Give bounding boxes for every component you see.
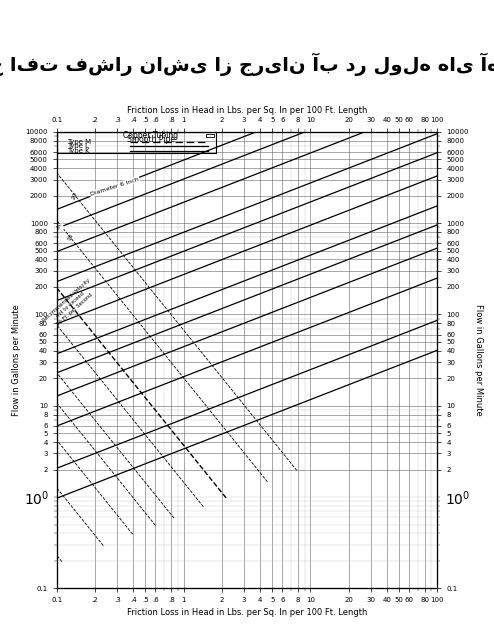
Y-axis label: Flow in Gallons per Minute: Flow in Gallons per Minute <box>12 304 21 416</box>
Text: Type L: Type L <box>67 143 89 149</box>
Text: نرخ افت فشار ناشی از جریان آب در لوله های آهنی: نرخ افت فشار ناشی از جریان آب در لوله ها… <box>0 53 494 76</box>
Text: Type K: Type K <box>67 148 89 154</box>
Text: Copper Tubing: Copper Tubing <box>123 131 178 140</box>
Text: 15: 15 <box>66 233 74 242</box>
Text: Diameter 6 Inch: Diameter 6 Inch <box>90 177 140 197</box>
Y-axis label: Flow in Gallons per Minute: Flow in Gallons per Minute <box>474 304 483 416</box>
Text: Recommended Velocity
not to exceed
10 Ft. per Second: Recommended Velocity not to exceed 10 Ft… <box>42 278 99 332</box>
X-axis label: Friction Loss in Head in Lbs. per Sq. In per 100 Ft. Length: Friction Loss in Head in Lbs. per Sq. In… <box>127 608 367 617</box>
Text: 20: 20 <box>71 191 79 200</box>
Text: Smooth Pipe: Smooth Pipe <box>126 135 175 144</box>
Text: 5": 5" <box>55 224 64 231</box>
X-axis label: Friction Loss in Head in Lbs. per Sq. In per 100 Ft. Length: Friction Loss in Head in Lbs. per Sq. In… <box>127 105 367 114</box>
Text: Type M: Type M <box>67 139 91 145</box>
